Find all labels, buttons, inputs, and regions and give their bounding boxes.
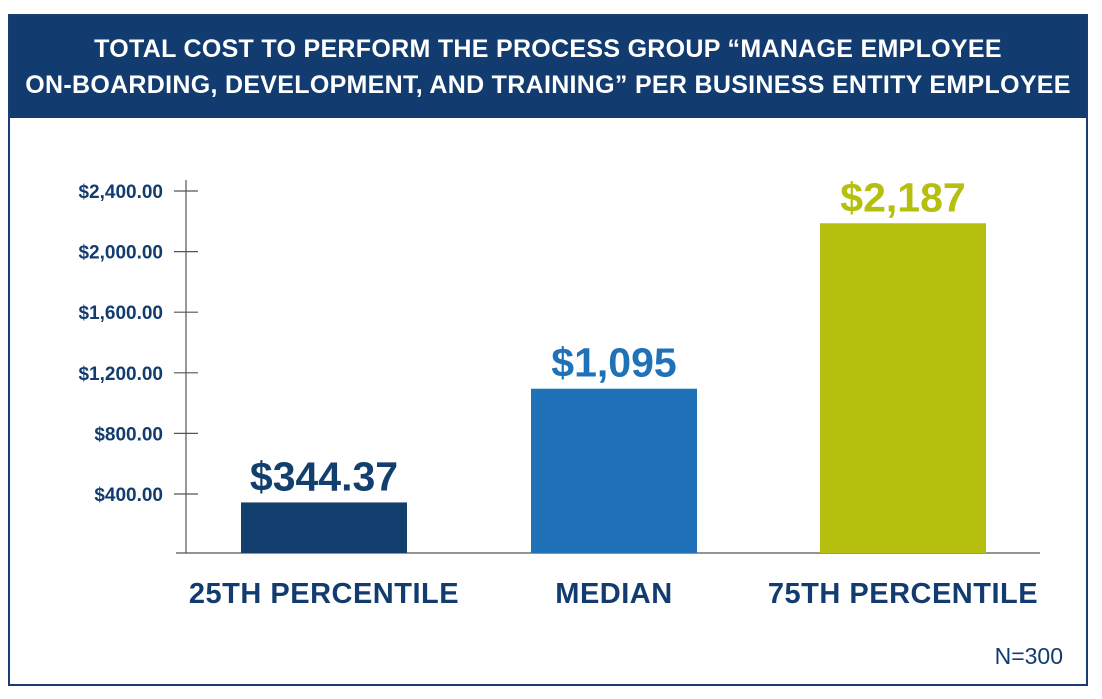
y-tick-label: $1,200.00 <box>78 364 163 385</box>
y-tick-label: $2,400.00 <box>78 182 163 203</box>
data-label: $344.37 <box>250 453 398 499</box>
chart-title-line-1: TOTAL COST TO PERFORM THE PROCESS GROUP … <box>94 35 1002 63</box>
bar <box>531 388 697 553</box>
y-tick-label: $1,600.00 <box>78 303 163 324</box>
data-label: $2,187 <box>840 174 965 220</box>
category-label: 25TH PERCENTILE <box>189 578 459 610</box>
bar <box>241 502 407 553</box>
bar <box>820 223 986 553</box>
chart-title-banner: TOTAL COST TO PERFORM THE PROCESS GROUP … <box>10 16 1086 118</box>
category-label: 75TH PERCENTILE <box>768 578 1038 610</box>
chart-title-line-2: ON-BOARDING, DEVELOPMENT, AND TRAINING” … <box>25 71 1071 99</box>
y-tick-label: $2,000.00 <box>78 243 163 264</box>
y-tick-label: $400.00 <box>94 485 163 506</box>
sample-size-note: N=300 <box>995 643 1063 669</box>
data-label: $1,095 <box>551 340 676 386</box>
y-tick-label: $800.00 <box>94 424 163 445</box>
category-label: MEDIAN <box>555 578 672 610</box>
